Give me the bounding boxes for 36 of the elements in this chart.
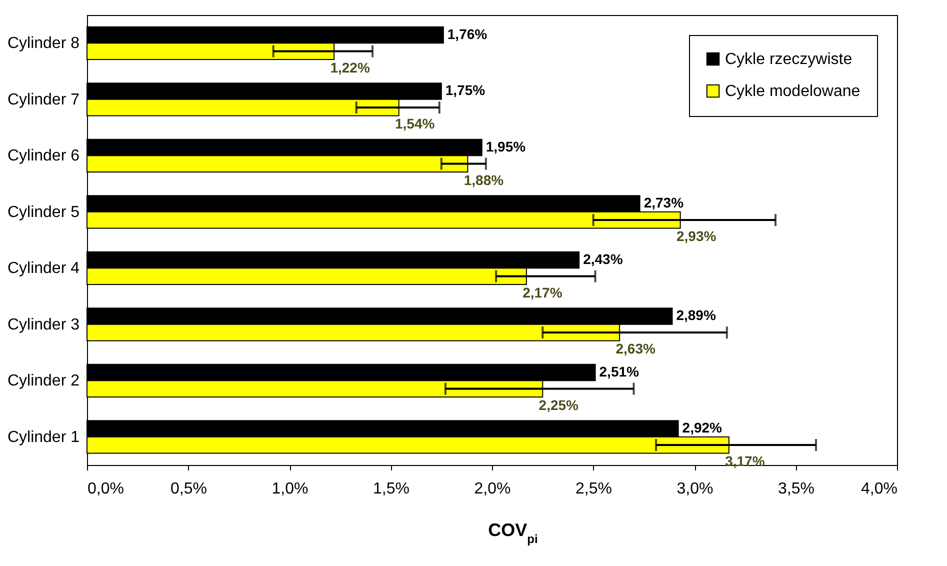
- data-label: 1,75%: [445, 82, 486, 98]
- data-label: 2,25%: [538, 396, 580, 413]
- data-label: 3,17%: [725, 453, 766, 470]
- y-tick-label: Cylinder 7: [7, 91, 80, 108]
- data-label: 1,54%: [395, 116, 436, 132]
- x-tick-label: 1,5%: [373, 480, 410, 498]
- data-label: 2,92%: [682, 420, 723, 436]
- data-label: 2,43%: [583, 250, 624, 267]
- y-tick-label: Cylinder 3: [7, 316, 80, 334]
- x-tick-label: 0,0%: [88, 480, 124, 498]
- y-tick-label: Cylinder 1: [7, 428, 80, 446]
- x-tick-label: 3,5%: [778, 480, 814, 498]
- x-tick-label: 3,0%: [676, 480, 714, 498]
- x-tick-label: 1,0%: [272, 480, 308, 498]
- y-tick-label: Cylinder 2: [7, 372, 80, 390]
- y-tick-label: Cylinder 5: [7, 204, 80, 221]
- data-label: 1,76%: [447, 26, 488, 42]
- x-tick-label: 2,0%: [474, 480, 511, 498]
- data-label: 1,95%: [486, 138, 526, 154]
- legend-label: Cykle modelowane: [725, 83, 860, 100]
- x-tick-label: 0,5%: [170, 480, 207, 498]
- x-axis-title: COV$_{pi}$: [488, 520, 538, 546]
- y-tick-label: Cylinder 4: [7, 260, 80, 278]
- data-label: 2,93%: [676, 228, 717, 244]
- x-tick-label: 4,0%: [861, 480, 898, 498]
- data-label: 2,89%: [676, 307, 716, 324]
- x-tick-label: 2,5%: [576, 480, 612, 498]
- data-label: 2,73%: [644, 194, 684, 211]
- data-label: 2,17%: [522, 284, 563, 300]
- data-label: 2,51%: [599, 363, 640, 380]
- legend-label: Cykle rzeczywiste: [725, 51, 852, 68]
- y-tick-label: Cylinder 8: [7, 35, 80, 52]
- data-label: 1,22%: [330, 59, 370, 76]
- data-label: 2,63%: [616, 340, 656, 357]
- y-tick-label: Cylinder 6: [7, 148, 80, 165]
- data-label: 1,88%: [464, 172, 504, 188]
